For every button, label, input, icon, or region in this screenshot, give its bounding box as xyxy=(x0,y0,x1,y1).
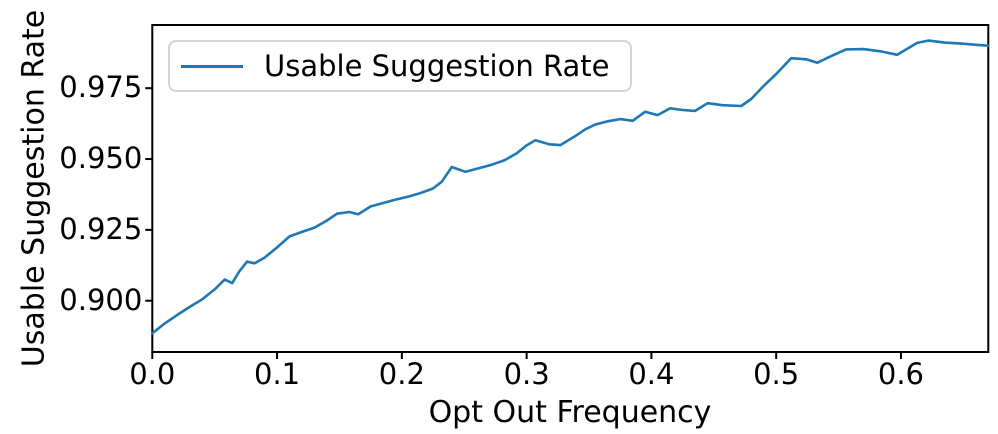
legend-line-sample xyxy=(181,64,243,68)
legend: Usable Suggestion Rate xyxy=(168,40,632,92)
x-tick-label: 0.6 xyxy=(877,357,925,391)
y-tick-label: 0.925 xyxy=(59,211,143,246)
y-tick-label: 0.975 xyxy=(59,70,143,105)
x-tick-label: 0.3 xyxy=(503,357,550,391)
y-axis-label: Usable Suggestion Rate xyxy=(16,9,52,368)
series-line xyxy=(151,39,990,335)
legend-label: Usable Suggestion Rate xyxy=(264,49,610,83)
x-tick-label: 0.4 xyxy=(628,357,675,391)
y-tick-label: 0.950 xyxy=(59,141,143,176)
x-tick-label: 0.0 xyxy=(129,357,176,391)
plot-border xyxy=(151,24,990,353)
x-tick-label: 0.5 xyxy=(753,357,800,391)
y-tick-label: 0.900 xyxy=(59,282,143,317)
x-tick-label: 0.2 xyxy=(378,357,425,391)
x-tick-label: 0.1 xyxy=(254,357,301,391)
x-axis-label: Opt Out Frequency xyxy=(428,395,712,430)
